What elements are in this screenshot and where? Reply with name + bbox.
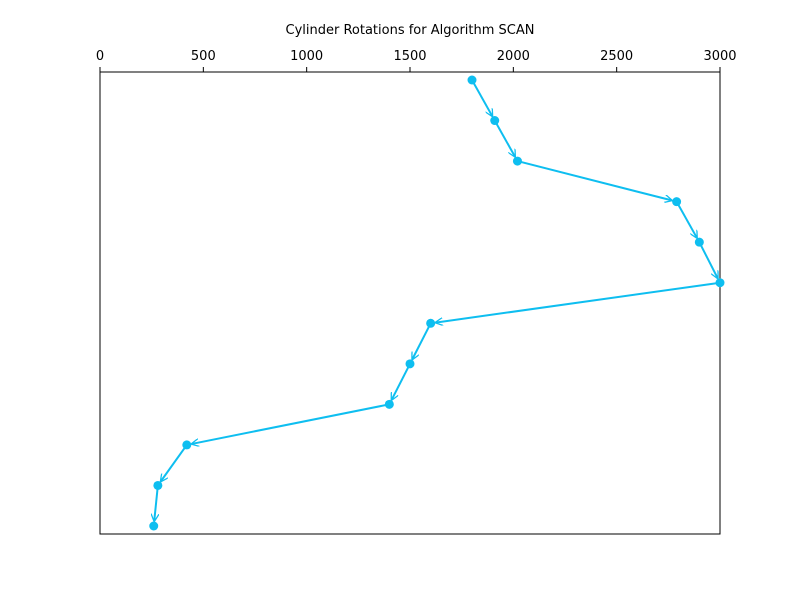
series-segment-arrow [161, 444, 188, 481]
data-point [490, 116, 500, 126]
series-line [154, 79, 721, 521]
data-point [153, 480, 163, 490]
data-point [405, 359, 415, 369]
series-segment-arrow [412, 322, 432, 359]
data-point [694, 237, 704, 247]
data-point [384, 399, 394, 409]
data-point [672, 197, 682, 207]
data-point [715, 278, 725, 288]
plot-area [99, 71, 721, 535]
series-segment-arrow [154, 485, 158, 521]
data-point [182, 440, 192, 450]
series-segment-arrow [675, 201, 697, 238]
data-point [426, 318, 436, 328]
series-segment-arrow [493, 120, 515, 157]
x-axis-top: 0 500 1000 1500 2000 2500 3000 [96, 49, 737, 72]
data-point [512, 156, 522, 166]
series-segment-arrow [471, 79, 492, 116]
data-point [467, 75, 477, 85]
data-point [149, 521, 159, 531]
series-segment-arrow [517, 160, 671, 200]
x-tick-label: 1000 [290, 49, 323, 64]
series-points [149, 75, 725, 531]
x-tick-label: 500 [191, 49, 216, 64]
series-segment-arrow [436, 281, 721, 323]
series-segment-arrow [192, 403, 390, 444]
series-segment-arrow [698, 241, 717, 278]
x-tick-label: 2000 [497, 49, 530, 64]
x-tick-label: 0 [96, 49, 104, 64]
series-segment-arrow [392, 363, 411, 400]
x-tick-label: 3000 [703, 49, 736, 64]
chart-title: Cylinder Rotations for Algorithm SCAN [286, 23, 535, 38]
x-tick-label: 2500 [600, 49, 633, 64]
x-tick-label: 1500 [393, 49, 426, 64]
